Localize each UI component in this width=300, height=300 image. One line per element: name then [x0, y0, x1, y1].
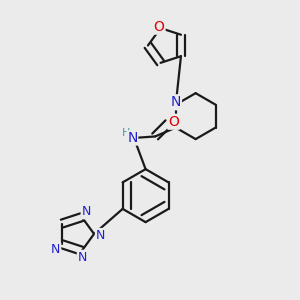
- Text: N: N: [127, 131, 138, 145]
- Text: N: N: [82, 205, 91, 218]
- Text: O: O: [168, 115, 179, 129]
- Text: N: N: [96, 229, 105, 242]
- Text: O: O: [154, 20, 164, 34]
- Text: H: H: [122, 128, 130, 138]
- Text: N: N: [171, 95, 181, 109]
- Text: N: N: [78, 251, 87, 264]
- Text: N: N: [51, 243, 60, 256]
